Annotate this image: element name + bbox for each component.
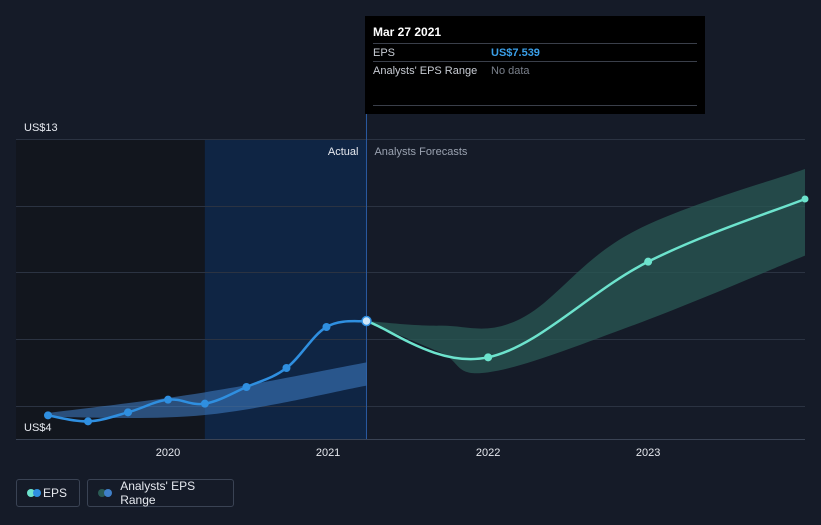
eps-actual-point <box>282 364 291 372</box>
eps-tooltip: Mar 27 2021 EPS US$7.539 Analysts' EPS R… <box>365 16 705 114</box>
legend-range-button[interactable]: Analysts' EPS Range <box>87 479 234 507</box>
eps-range-band-forecast <box>366 169 805 374</box>
range-legend-icon <box>98 489 112 497</box>
legend-eps-label: EPS <box>42 486 67 500</box>
eps-actual-point <box>44 411 52 420</box>
tooltip-eps-row: EPS US$7.539 <box>373 43 697 61</box>
eps-range-band-actual <box>48 362 367 419</box>
y-axis-bottom-label: US$4 <box>24 422 52 434</box>
eps-actual-point <box>322 323 331 331</box>
x-tick-label: 2022 <box>476 447 500 459</box>
tooltip-eps-label: EPS <box>373 46 396 59</box>
x-tick-label: 2023 <box>636 447 660 459</box>
eps-forecast-point <box>484 353 493 362</box>
tooltip-range-value: No data <box>491 64 530 77</box>
eps-forecast-point <box>644 257 653 266</box>
legend-eps-button[interactable]: EPS <box>16 479 80 507</box>
actual-label: Actual <box>328 146 359 158</box>
forecast-label: Analysts Forecasts <box>374 146 467 158</box>
eps-actual-point <box>200 399 209 408</box>
eps-actual-point <box>164 395 173 404</box>
tooltip-range-label: Analysts' EPS Range <box>373 64 478 77</box>
history-region <box>16 139 205 439</box>
x-tick-label: 2020 <box>156 447 180 459</box>
tooltip-divider <box>373 105 697 106</box>
x-tick-label: 2021 <box>316 447 340 459</box>
eps-actual-point <box>242 383 251 391</box>
tooltip-range-row: Analysts' EPS Range No data <box>373 61 697 79</box>
tooltip-date: Mar 27 2021 <box>373 25 442 39</box>
tooltip-eps-value: US$7.539 <box>491 46 540 59</box>
y-axis-top-label: US$13 <box>24 122 58 134</box>
eps-forecast-point <box>801 195 809 203</box>
legend-range-label: Analysts' EPS Range <box>120 479 196 507</box>
eps-actual-point <box>124 408 133 417</box>
eps-legend-icon <box>27 489 41 497</box>
eps-actual-point <box>84 417 93 426</box>
eps-selected-point <box>361 315 372 327</box>
eps-forecast-line <box>366 197 806 361</box>
